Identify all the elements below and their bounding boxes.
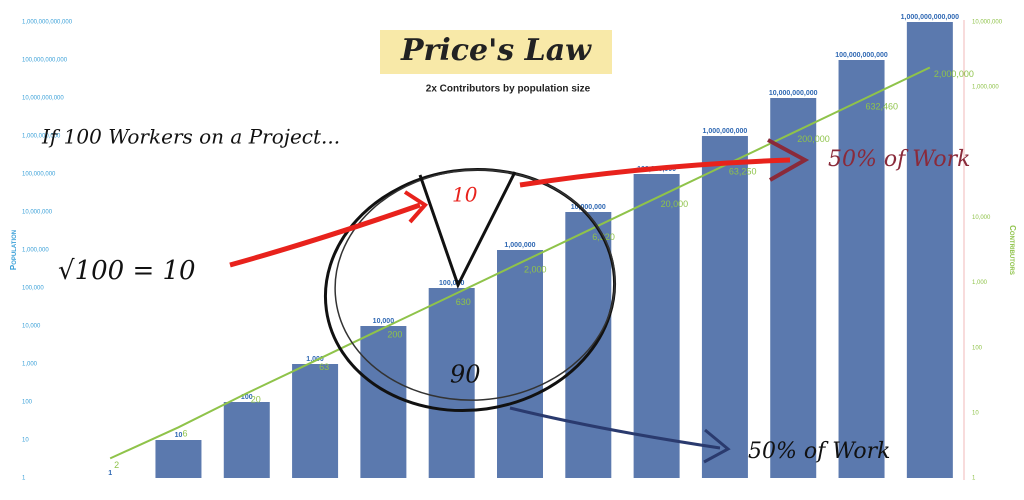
bar (428, 288, 475, 478)
annotation: 50% of Work (748, 439, 890, 464)
bar (838, 60, 885, 478)
y-tick-label: 100,000,000,000 (22, 58, 68, 64)
line-value-label: 63 (319, 362, 329, 372)
bar (360, 326, 407, 478)
bar-value-label: 10,000,000 (571, 204, 606, 211)
y2-tick-label: 10,000,000 (972, 20, 1003, 26)
y-tick-label: 100 (22, 400, 33, 406)
line-value-label: 200,000 (797, 134, 830, 144)
y-tick-label: 1,000,000,000,000 (22, 20, 73, 26)
bar-value-label: 100,000,000,000 (835, 52, 888, 59)
annotation: √100 = 10 (58, 256, 196, 286)
chart-subtitle: 2x Contributors by population size (426, 84, 591, 95)
bar (565, 212, 612, 478)
y-tick-label: 1,000,000 (22, 248, 49, 254)
bar-value-label: 1,000,000,000 (703, 128, 748, 135)
y-tick-label: 10,000 (22, 324, 41, 330)
line-value-label: 632,460 (866, 101, 899, 111)
plot: 1 10 100 1,000 10,000 100,000 1,000,000 10,000,… (22, 14, 1003, 482)
contributors-line (109, 66, 931, 460)
line-value-label: 2 (114, 460, 119, 470)
y-tick-label: 10 (22, 438, 29, 444)
y-axis-title: Population (9, 230, 18, 270)
bar-value-label: 1,000,000,000,000 (901, 14, 959, 21)
line-value-label: 20 (251, 395, 261, 405)
annotation: 90 (450, 361, 481, 389)
annotation: If 100 Workers on a Project... (41, 125, 340, 149)
bar-value-label: 100 (241, 394, 253, 401)
bar-value-label: 1,000 (306, 356, 324, 363)
y-tick-label: 1,000 (22, 362, 38, 368)
bar (906, 22, 953, 478)
bar-value-label: 1 (108, 470, 112, 477)
title-highlight (380, 30, 612, 74)
bar-value-label: 10,000,000,000 (769, 90, 818, 97)
bar (223, 402, 270, 478)
line-value-label: 2,000 (524, 264, 547, 274)
line-value-label: 6 (182, 429, 187, 439)
line-value-label: 63,250 (729, 167, 757, 177)
bar (497, 250, 543, 478)
annotation: 50% of Work (828, 147, 970, 172)
y2-tick-label: 10 (972, 410, 979, 416)
y-tick-label: 1 (22, 476, 26, 482)
annotation: 10 (452, 183, 478, 207)
y2-tick-label: 1,000 (972, 280, 988, 286)
bar-value-label: 1,000,000 (504, 242, 535, 249)
y2-tick-label: 1,000,000 (972, 85, 999, 91)
y-tick-label: 100,000 (22, 286, 44, 292)
y2-tick-label: 100 (972, 345, 983, 351)
chart-title: Price's Law (400, 33, 592, 68)
bar (633, 174, 680, 478)
line-value-label: 20,000 (661, 199, 689, 209)
bar-value-label: 100,000 (439, 280, 464, 287)
annotations: If 100 Workers on a Project... √100 = 10 1… (41, 125, 970, 465)
annotation-drawings (229, 138, 810, 464)
y2-tick-label: 10,000 (972, 215, 991, 221)
y-tick-label: 10,000,000,000 (22, 96, 64, 102)
y2-tick-label: 1 (972, 476, 976, 482)
line-value-label: 630 (456, 297, 471, 307)
bar (292, 364, 339, 478)
y-tick-label: 1,000,000,000 (22, 134, 61, 140)
bar (701, 136, 748, 478)
bar-value-label: 10 (175, 432, 183, 439)
y2-axis-title: Contributors (1008, 225, 1017, 275)
y-tick-label: 100,000,000 (22, 172, 56, 178)
bar-value-label: 10,000 (373, 318, 395, 325)
bar (155, 440, 202, 478)
line-value-label: 2,000,000 (934, 69, 974, 79)
line-value-label: 200 (387, 329, 402, 339)
y-tick-label: 10,000,000 (22, 210, 53, 216)
